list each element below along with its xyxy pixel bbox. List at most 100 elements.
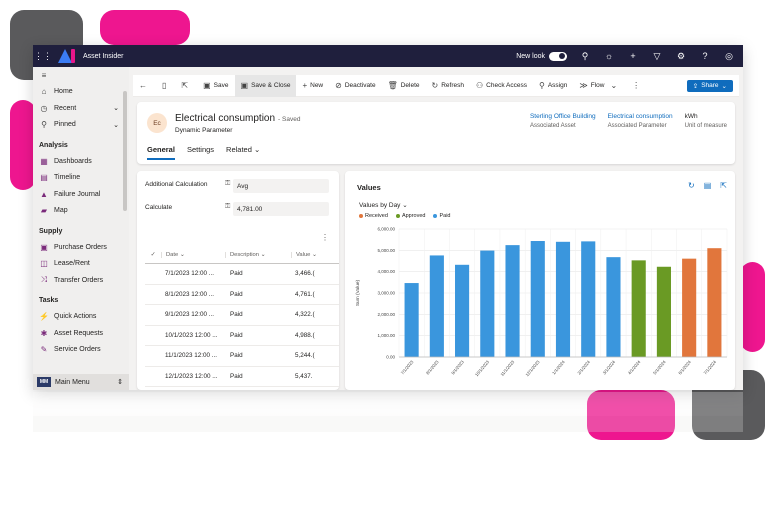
additional-calc-field[interactable]: Avg bbox=[233, 179, 329, 193]
chart-bar[interactable] bbox=[682, 258, 697, 357]
header-field-asset[interactable]: Sterling Office Building Associated Asset bbox=[530, 113, 596, 129]
chart-bar[interactable] bbox=[555, 241, 571, 357]
x-tick-label: 7/1/2023 bbox=[400, 359, 415, 375]
values-grid: ✓ Date ⌄ Description ⌄ Value ⌄ 7/1/2023 … bbox=[145, 247, 339, 387]
chart-bar[interactable] bbox=[707, 248, 722, 357]
header-field-value[interactable]: Electrical consumption bbox=[607, 113, 673, 120]
y-tick-label: 0.00 bbox=[386, 355, 395, 360]
chart-bar[interactable] bbox=[505, 245, 520, 357]
sidebar-item-dashboards[interactable]: ▦ Dashboards bbox=[33, 153, 129, 170]
plus-icon[interactable]: + bbox=[630, 51, 636, 61]
table-row[interactable]: 8/1/2023 12:00 ... Paid 4,761.( bbox=[145, 285, 339, 305]
sidebar-scrollbar[interactable] bbox=[123, 91, 127, 211]
chart-bar[interactable] bbox=[581, 241, 596, 357]
column-header-date[interactable]: Date ⌄ bbox=[161, 252, 225, 258]
legend-item[interactable]: Paid bbox=[433, 213, 451, 219]
hamburger-icon[interactable]: ≡ bbox=[41, 70, 47, 80]
chart-bar[interactable] bbox=[656, 266, 671, 357]
refresh-button[interactable]: ↻ Refresh bbox=[426, 75, 470, 97]
back-button[interactable]: ← bbox=[133, 75, 156, 97]
table-row[interactable]: 9/1/2023 12:00 ... Paid 4,322.( bbox=[145, 305, 339, 326]
x-tick-label: 3/1/2024 bbox=[602, 359, 617, 375]
table-row[interactable]: 7/1/2023 12:00 ... Paid 3,466.( bbox=[145, 264, 339, 285]
save-button[interactable]: ▣ Save bbox=[197, 75, 234, 97]
sidebar-item-home[interactable]: ⌂ Home bbox=[33, 84, 129, 101]
chart-bar[interactable] bbox=[480, 250, 495, 357]
sidebar-item-lease-rent[interactable]: ◫ Lease/Rent bbox=[33, 256, 129, 273]
waffle-icon[interactable]: ⋮⋮ bbox=[34, 50, 52, 61]
sidebar-item-label: Map bbox=[54, 207, 68, 215]
table-row[interactable]: 10/1/2023 12:00 ... Paid 4,988.( bbox=[145, 326, 339, 346]
lightbulb-icon[interactable]: ☼ bbox=[604, 51, 614, 61]
save-close-icon: ▣ bbox=[240, 81, 249, 90]
refresh-icon: ↻ bbox=[431, 81, 439, 90]
chart-bar[interactable] bbox=[429, 255, 444, 357]
decor-block bbox=[740, 262, 765, 352]
more-vertical-icon[interactable]: ⋮ bbox=[321, 233, 329, 242]
wrench-icon: ✎ bbox=[40, 345, 48, 355]
main-menu-switcher[interactable]: MM Main Menu ⇕ bbox=[33, 374, 129, 390]
sidebar-item-quick-actions[interactable]: ⚡ Quick Actions bbox=[33, 309, 129, 326]
copilot-icon[interactable]: ◎ bbox=[725, 50, 733, 61]
select-all-checkbox[interactable]: ✓ bbox=[150, 252, 156, 258]
deactivate-button[interactable]: ⊘ Deactivate bbox=[329, 75, 381, 97]
column-header-value[interactable]: Value ⌄ bbox=[291, 252, 333, 258]
header-field-value[interactable]: Sterling Office Building bbox=[529, 113, 596, 120]
sidebar-item-transfer-orders[interactable]: ⤨ Transfer Orders bbox=[33, 272, 129, 289]
sidebar-item-asset-requests[interactable]: ✱ Asset Requests bbox=[33, 325, 129, 342]
refresh-icon[interactable]: ↻ bbox=[688, 181, 695, 190]
save-close-label: Save & Close bbox=[251, 82, 291, 89]
popout-button[interactable]: ⇱ bbox=[175, 75, 197, 97]
filter-icon[interactable]: ▽ bbox=[653, 50, 661, 61]
new-look-toggle[interactable] bbox=[549, 51, 567, 61]
table-row[interactable]: 11/1/2023 12:00 ... Paid 5,244.( bbox=[145, 346, 339, 367]
more-commands-button[interactable]: ⋮ bbox=[626, 75, 649, 97]
record-title: Electrical consumption - Saved bbox=[175, 113, 300, 124]
sidebar-item-recent[interactable]: ◷ Recent ⌄ bbox=[33, 100, 129, 117]
calculate-field[interactable]: 4,781.00 bbox=[233, 202, 329, 216]
tab-settings[interactable]: Settings bbox=[186, 145, 215, 154]
column-header-label: Value bbox=[296, 252, 311, 258]
y-tick-label: 2,000.00 bbox=[377, 312, 395, 317]
check-access-button[interactable]: ⚇ Check Access bbox=[470, 75, 533, 97]
help-icon[interactable]: ? bbox=[702, 51, 708, 61]
column-header-description[interactable]: Description ⌄ bbox=[225, 252, 291, 258]
lock-icon: ⚿ bbox=[225, 180, 231, 187]
delete-label: Delete bbox=[400, 82, 420, 89]
flow-button[interactable]: ≫ Flow ⌄ bbox=[573, 75, 626, 97]
form-view-button[interactable]: ▯ bbox=[156, 75, 175, 97]
chart-bar[interactable] bbox=[404, 283, 419, 357]
chart-bar[interactable] bbox=[455, 264, 470, 357]
chart-bar[interactable] bbox=[606, 257, 621, 357]
x-tick-label: 4/1/2024 bbox=[627, 359, 642, 375]
document-icon[interactable]: ▤ bbox=[703, 181, 712, 190]
sidebar-item-failure-journal[interactable]: ▲ Failure Journal bbox=[33, 186, 129, 203]
tab-related[interactable]: Related ⌄ bbox=[226, 145, 260, 160]
sidebar-section-analysis: Analysis bbox=[39, 141, 68, 149]
table-row[interactable]: 12/1/2023 12:00 ... Paid 5,437. bbox=[145, 367, 339, 387]
sidebar-item-map[interactable]: ▰ Map bbox=[33, 203, 129, 220]
popout-icon[interactable]: ⇱ bbox=[720, 181, 727, 190]
sidebar-item-purchase-orders[interactable]: ▣ Purchase Orders bbox=[33, 239, 129, 256]
sidebar-item-service-orders[interactable]: ✎ Service Orders bbox=[33, 342, 129, 359]
sidebar-item-pinned[interactable]: ⚲ Pinned ⌄ bbox=[33, 117, 129, 134]
share-button[interactable]: ⇪ Share ⌄ bbox=[686, 79, 733, 92]
legend-item[interactable]: Approved bbox=[395, 213, 425, 219]
save-close-button[interactable]: ▣ Save & Close bbox=[234, 74, 297, 97]
delete-button[interactable]: 🗑 Delete bbox=[382, 75, 426, 97]
trash-icon: 🗑 bbox=[387, 81, 398, 90]
chart-view-selector[interactable]: Values by Day ⌄ bbox=[359, 202, 408, 209]
header-field-label: Unit of measure bbox=[684, 123, 727, 129]
sidebar-item-timeline[interactable]: ▤ Timeline bbox=[33, 170, 129, 187]
assign-button[interactable]: ⚲ Assign bbox=[533, 75, 573, 97]
gear-icon[interactable]: ⚙ bbox=[676, 50, 686, 61]
chart-bar[interactable] bbox=[530, 241, 545, 357]
new-button[interactable]: + New bbox=[296, 75, 329, 97]
header-field-parameter[interactable]: Electrical consumption Associated Paramet… bbox=[608, 113, 673, 129]
tab-general[interactable]: General bbox=[147, 145, 175, 160]
search-icon[interactable]: ⚲ bbox=[581, 50, 589, 61]
chart-bar[interactable] bbox=[631, 260, 646, 357]
column-header-label: Date bbox=[166, 252, 179, 258]
legend-item[interactable]: Received bbox=[359, 213, 388, 219]
x-tick-label: 7/1/2024 bbox=[703, 359, 718, 375]
